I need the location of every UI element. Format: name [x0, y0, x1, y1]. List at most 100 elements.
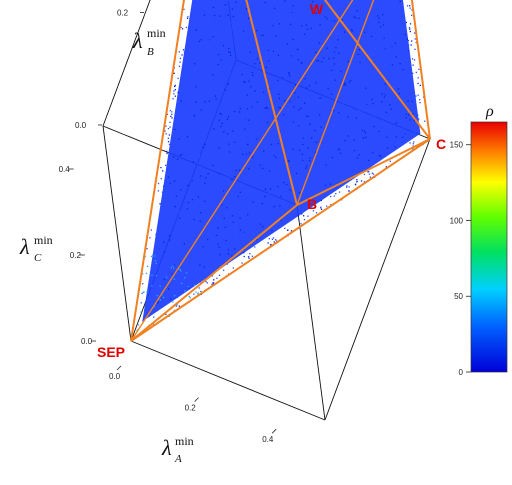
density-point	[298, 219, 300, 221]
density-point	[165, 232, 168, 234]
density-point	[191, 178, 193, 181]
density-point	[269, 15, 271, 18]
density-point	[223, 10, 225, 12]
density-point	[348, 190, 350, 192]
density-point	[381, 11, 383, 14]
density-point	[238, 111, 241, 113]
density-point	[340, 70, 342, 72]
density-point	[276, 240, 278, 242]
density-point	[385, 20, 387, 22]
density-point	[383, 84, 385, 86]
density-point	[380, 123, 382, 125]
density-point	[224, 226, 227, 228]
density-point	[200, 109, 202, 111]
density-point	[339, 53, 341, 56]
density-point	[262, 82, 264, 85]
svg-text:B: B	[147, 46, 154, 58]
density-point	[217, 177, 219, 179]
density-point	[384, 94, 386, 96]
density-point	[312, 109, 314, 111]
density-point	[252, 99, 254, 101]
density-point	[333, 20, 336, 22]
density-point	[212, 165, 214, 167]
density-point	[235, 122, 237, 124]
density-point	[217, 173, 219, 176]
density-point	[248, 238, 250, 240]
density-point	[227, 83, 229, 85]
density-point	[283, 181, 285, 184]
density-point	[174, 128, 176, 131]
density-point	[297, 59, 299, 61]
density-point	[307, 115, 309, 118]
density-point	[186, 84, 189, 86]
density-point	[315, 51, 317, 53]
y-axis-label-sup: min	[147, 26, 166, 40]
density-point	[323, 57, 325, 59]
density-point	[357, 48, 359, 50]
density-point	[212, 283, 214, 285]
density-point	[293, 59, 295, 61]
density-point	[178, 268, 180, 270]
density-point	[359, 61, 361, 64]
density-point	[178, 157, 181, 159]
density-point	[221, 247, 224, 250]
density-point	[265, 106, 268, 109]
density-point	[235, 232, 237, 234]
density-point	[262, 86, 264, 88]
density-point	[280, 221, 282, 223]
density-point	[149, 237, 151, 239]
density-point	[355, 172, 357, 174]
density-point	[246, 175, 249, 178]
density-point	[316, 199, 318, 201]
density-point	[399, 0, 401, 3]
density-point	[248, 80, 250, 82]
density-point	[373, 54, 375, 56]
density-point	[402, 141, 405, 144]
density-point	[307, 71, 309, 74]
density-point	[189, 61, 191, 63]
density-point	[310, 27, 312, 30]
density-point	[373, 100, 375, 102]
density-point	[315, 212, 318, 214]
density-point	[173, 130, 175, 133]
density-point	[198, 157, 200, 159]
density-point	[320, 197, 323, 200]
density-point	[228, 169, 230, 171]
density-point	[364, 166, 366, 168]
density-point	[404, 33, 406, 36]
density-point	[279, 107, 281, 109]
density-point	[213, 104, 215, 106]
density-point	[165, 164, 167, 166]
density-point	[249, 196, 251, 198]
density-point	[284, 88, 287, 90]
density-point	[147, 296, 150, 299]
density-point	[406, 103, 408, 105]
density-point	[305, 167, 307, 169]
density-point	[189, 171, 191, 173]
density-point	[242, 143, 244, 145]
density-point	[363, 105, 366, 107]
density-point	[209, 78, 211, 80]
density-point	[368, 137, 370, 139]
density-point	[220, 74, 222, 77]
density-point	[226, 133, 229, 135]
density-point	[331, 178, 333, 181]
density-point	[372, 7, 375, 9]
density-point	[305, 87, 308, 89]
density-point	[243, 120, 245, 122]
density-point	[333, 148, 335, 150]
density-point	[189, 297, 191, 299]
density-cloud	[134, 0, 430, 339]
density-point	[187, 255, 189, 257]
density-point	[240, 50, 243, 53]
density-point	[369, 72, 371, 74]
density-point	[396, 17, 399, 20]
density-point	[293, 106, 295, 108]
density-point	[209, 16, 212, 18]
density-point	[370, 89, 372, 91]
density-point	[219, 222, 221, 224]
density-point	[306, 115, 308, 117]
density-point	[178, 289, 180, 291]
density-point	[389, 61, 392, 63]
density-point	[228, 118, 230, 120]
